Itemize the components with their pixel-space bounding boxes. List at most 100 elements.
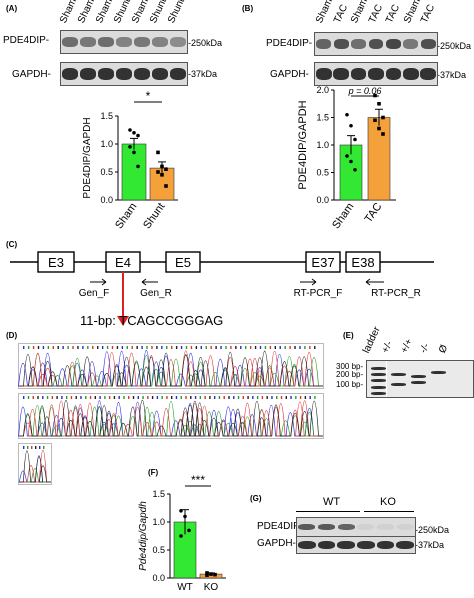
panel-a-pde4dip-band [98, 37, 114, 47]
chromatogram-base-mark [52, 346, 54, 349]
panel-f-chart-ytick-label: 0.5 [152, 545, 165, 555]
chromatogram-base-mark [215, 346, 217, 349]
chromatogram-base-mark [142, 396, 144, 399]
panel-d-chromatogram-3 [18, 443, 52, 485]
panel-b-row1-marker: -250kDa [437, 41, 472, 51]
panel-a-gapdh-band [151, 67, 169, 81]
chromatogram-base-mark [72, 346, 74, 349]
chromatogram-base-mark [89, 396, 92, 399]
panel-a-chart-point [156, 170, 160, 174]
chromatogram-base-mark [171, 396, 173, 399]
panel-label-e: (E) [343, 331, 354, 340]
chromatogram-base-mark [233, 396, 235, 399]
panel-b-chart-ylabel: PDE4DIP/GAPDH [297, 100, 309, 189]
panel-c-exon-label-e38: E38 [351, 255, 374, 270]
chromatogram-trace [18, 350, 323, 387]
panel-g-row2-label: GAPDH- [257, 538, 296, 549]
chromatogram-base-mark [87, 346, 89, 349]
chromatogram-base-mark [245, 346, 247, 349]
panel-b-gapdh-band [385, 67, 402, 81]
panel-f-chart-point [183, 514, 187, 519]
chromatogram-base-mark [56, 396, 58, 399]
panel-b-gapdh-band [368, 67, 384, 81]
panel-g-gapdh-band [317, 540, 336, 550]
panel-label-d: (D) [6, 331, 18, 340]
chromatogram-base-mark [67, 346, 69, 349]
chromatogram-base-mark [37, 396, 39, 399]
panel-c-exon-label-e37: E37 [311, 255, 334, 270]
chromatogram-base-mark [195, 346, 198, 349]
panel-g-pde4dip-band [318, 523, 335, 531]
chromatogram-base-mark [27, 446, 29, 449]
chromatogram-base-mark [171, 346, 173, 349]
chromatogram-base-mark [190, 396, 192, 399]
panel-a-pde4dip-band [170, 37, 186, 47]
panel-e-gel [366, 360, 474, 398]
chromatogram-base-mark [266, 396, 268, 399]
panel-f-chart-point [205, 573, 209, 577]
panel-b-pde4dip-band [386, 39, 401, 49]
panel-b-chart-ytick-label: 0.5 [316, 168, 329, 178]
chromatogram-trace [19, 450, 51, 483]
chromatogram-base-mark [175, 346, 178, 349]
panel-g-ko-bracket [364, 511, 414, 512]
panel-g-row1-label: PDE4DIP- [257, 521, 304, 532]
chromatogram-base-mark [32, 346, 35, 349]
panel-g-pde4dip-band [396, 523, 414, 531]
panel-a-pde4dip-band [134, 37, 150, 47]
chromatogram-base-mark [43, 446, 45, 449]
panel-g-gapdh-band [376, 540, 395, 550]
chromatogram-base-mark [147, 396, 149, 399]
panel-label-a: (A) [6, 4, 18, 13]
panel-a-chart-xlabel-shunt: Shunt [141, 201, 167, 231]
panel-c-primer-rt-f-arrow-head [311, 278, 317, 286]
panel-a-chart-point [164, 184, 168, 188]
panel-a-gapdh-band [169, 67, 187, 81]
panel-b-lane-0: Sham [314, 0, 336, 25]
panel-a-pde4dip-band [80, 37, 96, 47]
chromatogram-base-mark [37, 346, 40, 349]
chromatogram-base-mark [101, 346, 104, 349]
chromatogram-trace [19, 399, 323, 437]
panel-b-chart-point [381, 132, 385, 136]
chromatogram-base-mark [23, 446, 25, 449]
panel-a-gapdh-band [79, 67, 97, 81]
panel-c-exon-label-e3: E3 [48, 255, 64, 270]
chromatogram-base-mark [225, 346, 227, 349]
panel-f-chart-xlabel-wt: WT [177, 582, 193, 593]
chromatogram-base-mark [261, 396, 264, 399]
panel-c-primer-gen-f: Gen_F [79, 288, 110, 299]
panel-a-gapdh-band [115, 67, 133, 81]
panel-a-pde4dip-band [62, 37, 78, 47]
panel-e-gel-band [371, 379, 386, 382]
chromatogram-base-mark [199, 396, 202, 399]
chromatogram-base-mark [264, 346, 267, 349]
chromatogram-base-mark [46, 396, 49, 399]
chromatogram-base-mark [285, 396, 287, 399]
panel-a-lane-5: Shunt [148, 0, 170, 25]
panel-b-gapdh-band [333, 67, 349, 81]
panel-a-lane-4: Sham [130, 0, 152, 25]
chromatogram-base-mark [27, 396, 30, 399]
chromatogram-base-mark [137, 396, 139, 399]
panel-f-chart-point [179, 534, 183, 538]
panel-a-chart-point [160, 173, 164, 177]
chromatogram-base-mark [128, 396, 130, 399]
panel-g-pde4dip-band [337, 523, 355, 531]
chromatogram-base-mark [280, 396, 283, 399]
chromatogram-base-mark [252, 396, 254, 399]
panel-b-lane-6: TAC [419, 2, 438, 25]
panel-f-chart-point [187, 528, 191, 533]
chromatogram-base-mark [194, 396, 197, 399]
panel-e-gel-divider [386, 361, 387, 397]
panel-f-chart-ytick-label: 1.5 [152, 489, 165, 499]
panel-a-lane-2: Sham [94, 0, 116, 25]
panel-a-chart-point [132, 131, 136, 135]
panel-b-lane-labels: Sham TAC Sham TAC TAC Sham TAC [314, 0, 448, 28]
panel-b-pde4dip-band [420, 39, 436, 49]
chromatogram-base-mark [228, 396, 230, 399]
panel-b-chart-point [373, 118, 377, 123]
panel-f-chart-sig-label: *** [191, 473, 205, 487]
chromatogram-base-mark [51, 396, 54, 399]
panel-label-c: (C) [6, 240, 18, 249]
